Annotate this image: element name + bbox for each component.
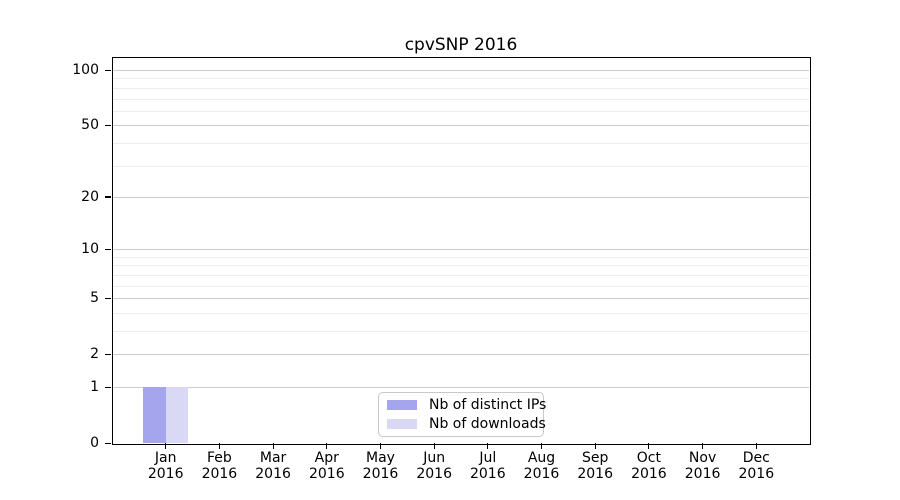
legend-label-distinct-ips: Nb of distinct IPs xyxy=(429,397,547,413)
x-tick-label-aug: Aug 2016 xyxy=(502,450,582,482)
x-axis-tick-mar xyxy=(272,443,274,449)
y-tick-label-1: 1 xyxy=(90,379,99,395)
gridline-minor-7 xyxy=(113,274,809,276)
x-axis-tick-jun xyxy=(433,443,435,449)
gridline-minor-80 xyxy=(113,87,809,89)
x-axis-tick-sep xyxy=(594,443,596,449)
gridline-minor-30 xyxy=(113,165,809,167)
legend-item-downloads: Nb of downloads xyxy=(379,415,546,433)
x-tick-month: Dec xyxy=(742,450,770,466)
y-axis-tick-10 xyxy=(105,248,111,250)
y-tick-label-5: 5 xyxy=(90,290,99,307)
plot-frame xyxy=(112,57,811,445)
gridline-minor-3 xyxy=(113,331,809,332)
chart-title: cpvSNP 2016 xyxy=(404,35,518,55)
x-tick-year: 2016 xyxy=(255,466,291,482)
bar-downloads-jan xyxy=(165,387,188,443)
bar-distinct-ips-jan xyxy=(143,387,166,443)
x-tick-month: Oct xyxy=(636,450,661,466)
x-tick-label-jul: Jul 2016 xyxy=(448,450,528,482)
x-axis-tick-feb xyxy=(218,443,220,449)
y-axis-tick-100 xyxy=(105,69,111,71)
y-axis-tick-50 xyxy=(105,124,111,126)
x-axis-tick-dec xyxy=(755,443,757,449)
y-tick-label-100: 100 xyxy=(72,62,99,78)
gridline-major-10 xyxy=(113,249,809,251)
legend-swatch-downloads xyxy=(387,419,417,429)
y-tick-label-2: 2 xyxy=(90,346,99,363)
x-tick-month: Jun xyxy=(423,450,446,466)
y-axis-tick-20 xyxy=(105,196,111,198)
x-tick-year: 2016 xyxy=(362,466,399,482)
x-tick-label-may: May 2016 xyxy=(341,450,421,482)
gridline-major-50 xyxy=(113,125,809,127)
y-tick-label-0: 0 xyxy=(90,435,99,451)
x-tick-month: May xyxy=(366,450,395,466)
x-tick-label-apr: Apr 2016 xyxy=(287,450,367,482)
y-tick-label-50: 50 xyxy=(81,117,99,134)
x-tick-year: 2016 xyxy=(523,466,560,482)
x-tick-year: 2016 xyxy=(416,466,452,482)
x-tick-year: 2016 xyxy=(201,466,238,482)
x-tick-month: Aug xyxy=(527,450,556,466)
y-axis-tick-0 xyxy=(105,442,111,444)
legend-swatch-distinct-ips xyxy=(387,400,417,410)
x-tick-month: Mar xyxy=(259,450,287,466)
x-tick-month: Sep xyxy=(581,450,609,466)
x-tick-year: 2016 xyxy=(147,466,184,482)
gridline-major-100 xyxy=(113,70,809,71)
x-tick-year: 2016 xyxy=(684,466,721,482)
x-axis-tick-jul xyxy=(487,443,489,449)
y-axis-tick-2 xyxy=(105,353,111,355)
x-axis-tick-aug xyxy=(540,443,543,449)
x-tick-label-sep: Sep 2016 xyxy=(555,450,635,482)
x-axis-tick-nov xyxy=(702,443,704,449)
legend: Nb of distinct IPs Nb of downloads xyxy=(378,392,547,437)
x-tick-label-mar: Mar 2016 xyxy=(233,450,313,482)
x-tick-year: 2016 xyxy=(469,466,506,482)
y-axis-tick-5 xyxy=(105,297,111,299)
x-tick-year: 2016 xyxy=(577,466,613,482)
y-tick-label-10: 10 xyxy=(81,241,99,258)
gridline-minor-70 xyxy=(113,98,809,100)
y-axis-tick-1 xyxy=(105,386,111,388)
gridline-minor-8 xyxy=(113,265,809,267)
y-tick-label-20: 20 xyxy=(81,188,99,205)
gridline-minor-6 xyxy=(113,285,809,287)
x-tick-year: 2016 xyxy=(738,466,775,482)
x-tick-label-feb: Feb 2016 xyxy=(179,450,259,482)
x-tick-label-jun: Jun 2016 xyxy=(394,450,474,482)
x-tick-year: 2016 xyxy=(308,466,345,482)
x-tick-label-dec: Dec 2016 xyxy=(716,450,796,482)
x-tick-label-nov: Nov 2016 xyxy=(663,450,743,482)
x-axis-tick-oct xyxy=(648,443,650,449)
legend-label-downloads: Nb of downloads xyxy=(429,416,546,432)
gridline-major-20 xyxy=(113,196,809,198)
x-axis-tick-apr xyxy=(326,443,328,449)
gridline-minor-90 xyxy=(113,78,809,80)
x-axis-tick-may xyxy=(379,443,382,449)
x-tick-month: Feb xyxy=(206,450,232,466)
gridline-minor-9 xyxy=(113,256,809,258)
x-tick-label-oct: Oct 2016 xyxy=(609,450,689,482)
legend-item-distinct-ips: Nb of distinct IPs xyxy=(379,396,547,414)
x-tick-month: Apr xyxy=(314,450,339,466)
x-tick-label-jan: Jan 2016 xyxy=(126,450,206,482)
x-axis-tick-jan xyxy=(165,443,167,449)
gridline-minor-40 xyxy=(113,142,809,144)
gridline-major-5 xyxy=(113,298,809,300)
x-tick-month: Jan xyxy=(154,450,177,466)
x-tick-year: 2016 xyxy=(631,466,667,482)
gridline-major-2 xyxy=(113,354,809,356)
gridline-minor-60 xyxy=(113,110,809,112)
gridline-major-1 xyxy=(113,387,809,388)
gridline-minor-4 xyxy=(113,312,809,314)
x-tick-month: Jul xyxy=(479,450,497,466)
x-tick-month: Nov xyxy=(688,450,717,466)
